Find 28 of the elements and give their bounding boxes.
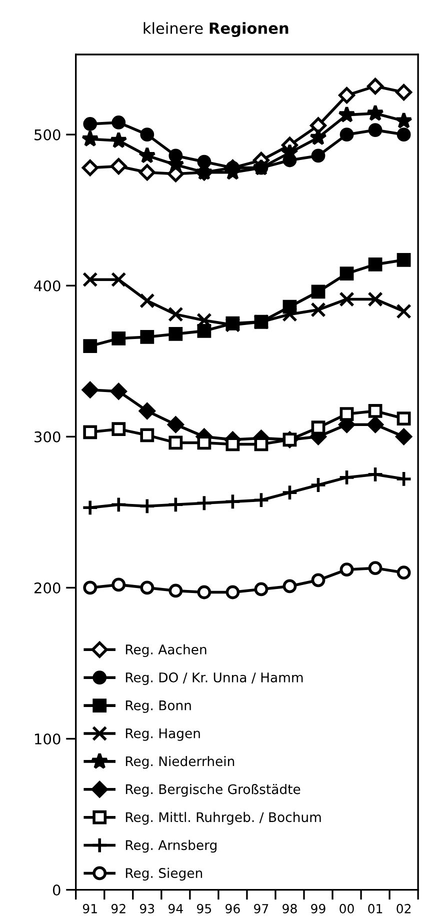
legend-label: Reg. DO / Kr. Unna / Hamm bbox=[126, 672, 303, 685]
chart-title: kleinere Regionen bbox=[144, 22, 288, 38]
legend-label: Reg. Siegen bbox=[126, 868, 202, 881]
legend-label: Reg. Hagen bbox=[126, 728, 200, 741]
x-tick-label: 92 bbox=[111, 904, 126, 914]
x-tick-label: 93 bbox=[140, 904, 154, 914]
x-tick-label: 02 bbox=[396, 904, 411, 914]
y-tick-label: 200 bbox=[34, 582, 60, 594]
legend-label: Reg. Bergische Großstädte bbox=[126, 784, 300, 797]
legend-label: Reg. Arnsberg bbox=[126, 840, 216, 853]
x-tick-label: 00 bbox=[340, 904, 354, 914]
y-tick-label: 100 bbox=[35, 733, 60, 745]
x-tick-label: 01 bbox=[368, 904, 382, 914]
legend-label: Reg. Aachen bbox=[126, 644, 206, 658]
legend-label: Reg. Bonn bbox=[126, 700, 191, 713]
legend-label: Reg. Mittl. Ruhrgeb. / Bochum bbox=[126, 812, 321, 825]
x-tick-label: 95 bbox=[197, 904, 212, 914]
y-tick-label: 400 bbox=[34, 280, 60, 292]
x-tick-label: 99 bbox=[311, 904, 326, 914]
y-tick-label: 300 bbox=[34, 431, 60, 442]
x-tick-label: 97 bbox=[254, 904, 268, 914]
y-tick-label: 0 bbox=[52, 884, 60, 896]
x-tick-label: 94 bbox=[168, 904, 183, 914]
x-tick-label: 91 bbox=[82, 904, 97, 914]
x-tick-label: 96 bbox=[226, 904, 240, 914]
y-tick-label: 500 bbox=[34, 129, 60, 140]
legend-label: Reg. Niederrhein bbox=[126, 756, 234, 769]
x-tick-label: 98 bbox=[282, 904, 297, 914]
